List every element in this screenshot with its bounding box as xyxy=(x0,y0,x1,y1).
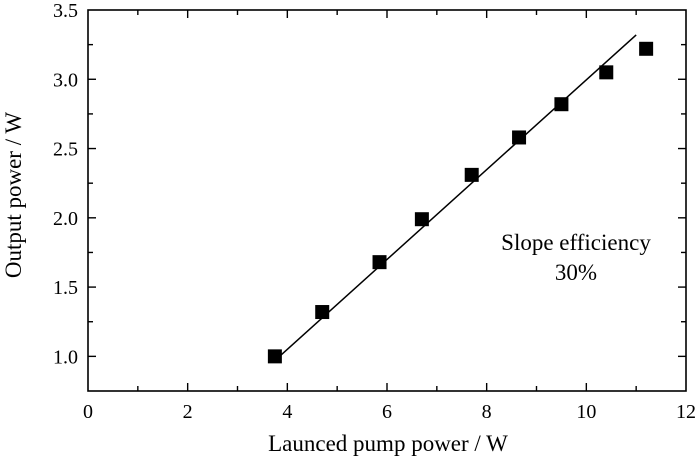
data-point xyxy=(414,212,429,227)
data-point xyxy=(315,305,330,320)
data-point xyxy=(554,97,569,112)
y-tick-label: 1.5 xyxy=(53,277,78,299)
data-point xyxy=(599,65,614,80)
data-point xyxy=(639,41,654,56)
x-axis-title: Launced pump power / W xyxy=(268,431,508,456)
x-tick-label: 12 xyxy=(676,401,696,423)
y-tick-label: 1.0 xyxy=(53,346,78,368)
data-point xyxy=(512,130,527,145)
x-tick-label: 10 xyxy=(576,401,596,423)
axes xyxy=(87,9,687,392)
y-tick-label: 3.0 xyxy=(53,69,78,91)
annotation-slope-label: Slope efficiency xyxy=(501,230,651,255)
plot-frame xyxy=(87,9,687,392)
y-tick-label: 2.5 xyxy=(53,139,78,161)
data-point xyxy=(464,167,479,182)
data-points xyxy=(267,41,654,364)
x-tick-label: 4 xyxy=(282,401,292,423)
x-tick-label: 8 xyxy=(482,401,492,423)
fit-line-group xyxy=(274,34,637,362)
x-tick-label: 2 xyxy=(183,401,193,423)
ticks: 0 2 4 6 8 10 12 1.0 1.5 2.0 2.5 3.0 3.5 xyxy=(53,0,696,423)
fit-line xyxy=(274,34,637,362)
data-point xyxy=(267,349,282,364)
y-tick-label: 2.0 xyxy=(53,208,78,230)
y-tick-label: 3.5 xyxy=(53,0,78,22)
annotation-slope-value: 30% xyxy=(555,260,597,285)
y-axis-title: Output power / W xyxy=(1,112,26,279)
x-tick-label: 0 xyxy=(83,401,93,423)
data-point xyxy=(372,255,387,270)
x-tick-label: 6 xyxy=(382,401,392,423)
